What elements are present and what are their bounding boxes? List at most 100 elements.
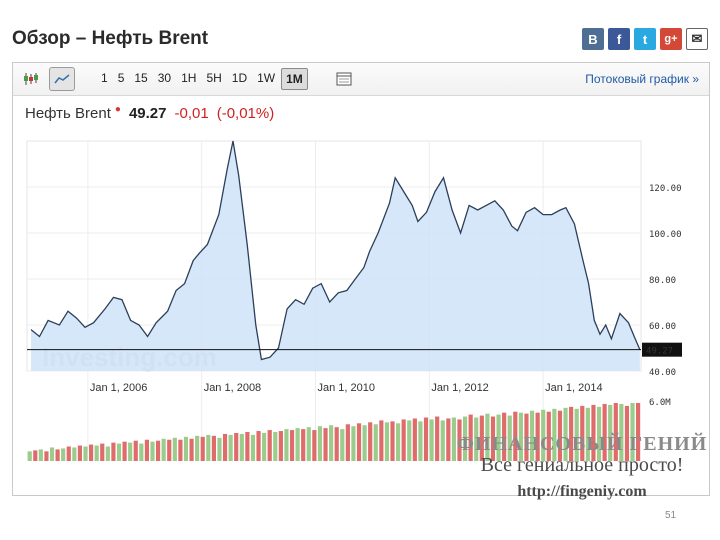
volume-bar	[384, 422, 390, 461]
volume-bar	[585, 407, 590, 461]
volume-bar	[77, 445, 83, 461]
volume-bar	[295, 428, 300, 461]
volume-bar	[535, 412, 540, 461]
volume-bar	[574, 408, 579, 461]
volume-bar	[496, 414, 501, 461]
y-tick-label: 60.00	[649, 322, 676, 332]
y-tick-label: 80.00	[649, 276, 676, 286]
y-tick-label: 100.00	[649, 230, 682, 240]
volume-bar	[55, 449, 60, 461]
volume-bar	[546, 411, 551, 461]
price-change: -0,01	[174, 105, 209, 122]
googleplus-icon[interactable]: g+	[660, 28, 682, 50]
volume-bar	[407, 420, 412, 461]
volume-bar	[569, 406, 574, 461]
volume-bar	[356, 423, 362, 461]
volume-bar	[396, 423, 401, 461]
volume-bar	[183, 436, 189, 461]
interval-1d[interactable]: 1D	[231, 71, 248, 85]
x-tick-label: Jan 1, 2012	[431, 382, 489, 394]
interval-1w[interactable]: 1W	[257, 71, 276, 85]
y-tick-label: 40.00	[649, 368, 676, 378]
overlay-slogan: Все гениальное просто!	[480, 454, 684, 476]
volume-bar	[479, 415, 484, 461]
volume-bar	[200, 436, 205, 461]
volume-bar	[61, 448, 66, 461]
volume-bar	[362, 425, 367, 461]
price-change-percent: (-0,01%)	[216, 105, 275, 122]
chart-frame: 1 5 15 30 1H 5H 1D 1W 1M Потоковый графи…	[12, 62, 710, 496]
overlay-url: http://fingeniy.com	[517, 483, 647, 500]
chart-toolbar: 1 5 15 30 1H 5H 1D 1W 1M Потоковый графи…	[13, 63, 709, 96]
volume-bar	[485, 413, 490, 461]
x-tick-label: Jan 1, 2006	[90, 382, 147, 394]
volume-bar	[490, 416, 496, 461]
volume-bar	[613, 403, 618, 461]
volume-bar	[317, 426, 323, 461]
candlestick-chart-icon[interactable]	[19, 68, 43, 90]
volume-bar	[234, 432, 239, 461]
current-price-label: 49.27	[646, 347, 673, 357]
volume-bar	[351, 426, 356, 461]
last-price: 49.27	[128, 105, 167, 122]
vk-icon[interactable]: В	[582, 28, 604, 50]
volume-bar	[122, 441, 127, 461]
volume-bar	[239, 433, 244, 461]
price-chart[interactable]: Investing.com49.2740.0060.0080.00100.001…	[13, 63, 709, 495]
x-tick-label: Jan 1, 2008	[204, 382, 262, 394]
volume-bar	[94, 445, 99, 461]
interval-5h[interactable]: 5H	[206, 71, 222, 85]
volume-axis-label: 6.0M	[649, 398, 671, 408]
volume-bar	[345, 424, 350, 461]
instrument-name: Нефть Brent	[25, 105, 111, 122]
volume-bar	[301, 429, 306, 461]
volume-bar	[206, 434, 211, 461]
interval-5[interactable]: 5	[117, 71, 125, 85]
volume-bar	[44, 451, 49, 461]
streaming-chart-link[interactable]: Потоковый график »	[585, 72, 699, 86]
interval-15[interactable]: 15	[134, 71, 148, 85]
volume-bar	[89, 444, 94, 461]
volume-bar	[172, 437, 177, 461]
line-chart-icon[interactable]	[49, 67, 75, 91]
volume-bar	[596, 406, 602, 461]
live-indicator-icon: ●	[114, 104, 121, 115]
page-number: 51	[665, 510, 677, 521]
page-title: Обзор – Нефть Brent	[12, 28, 209, 49]
volume-bar	[379, 420, 384, 461]
volume-bar	[133, 440, 138, 461]
current-price-badge	[642, 342, 682, 357]
interval-1h[interactable]: 1H	[181, 71, 197, 85]
volume-bar	[636, 403, 641, 461]
volume-bar	[217, 437, 222, 461]
interval-1[interactable]: 1	[101, 71, 108, 85]
volume-bar	[474, 417, 479, 461]
facebook-icon[interactable]: f	[608, 28, 630, 50]
volume-bar	[105, 446, 110, 461]
price-series-line	[30, 140, 641, 361]
x-tick-label: Jan 1, 2010	[318, 382, 376, 394]
volume-bar	[390, 421, 395, 461]
volume-bar	[167, 439, 172, 461]
volume-bar	[139, 443, 144, 461]
volume-bar	[446, 418, 451, 461]
volume-bar	[412, 418, 417, 461]
volume-bar	[541, 409, 546, 461]
volume-bar	[451, 417, 456, 461]
volume-bar	[27, 451, 32, 461]
overlay-title: ФИНАНСОВЫЙ ГЕНИЙ	[456, 433, 708, 455]
volume-bar	[306, 427, 311, 461]
volume-bar	[513, 411, 518, 461]
email-icon[interactable]: ✉	[686, 28, 708, 50]
twitter-icon[interactable]: t	[634, 28, 656, 50]
volume-bar	[429, 419, 434, 461]
watermark-overlay: ФИНАНСОВЫЙ ГЕНИЙ Все гениальное просто! …	[444, 433, 720, 501]
interval-1m[interactable]: 1M	[281, 68, 308, 90]
interval-30[interactable]: 30	[157, 71, 172, 85]
volume-bar	[161, 438, 166, 461]
volume-bar	[111, 442, 116, 461]
volume-bar	[155, 440, 161, 461]
volume-bar	[278, 431, 283, 461]
volume-bar	[507, 415, 512, 461]
table-view-icon[interactable]	[332, 68, 356, 90]
